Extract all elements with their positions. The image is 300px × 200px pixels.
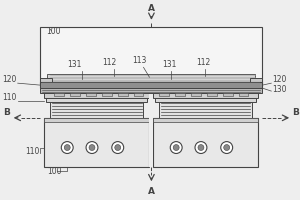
Bar bbox=[54, 93, 64, 96]
Circle shape bbox=[89, 145, 95, 151]
Bar bbox=[153, 118, 258, 167]
Text: 100: 100 bbox=[47, 167, 62, 176]
Bar bbox=[44, 118, 149, 167]
Bar bbox=[159, 93, 169, 96]
Text: B: B bbox=[292, 108, 299, 117]
Bar bbox=[40, 88, 262, 93]
Bar bbox=[175, 93, 185, 96]
Bar bbox=[118, 93, 128, 96]
Bar bbox=[191, 93, 201, 96]
Bar bbox=[102, 93, 112, 96]
Text: A: A bbox=[148, 4, 155, 13]
Bar bbox=[153, 93, 258, 98]
Circle shape bbox=[173, 145, 179, 151]
Bar bbox=[250, 78, 262, 92]
Text: 120: 120 bbox=[272, 75, 286, 84]
Text: 110: 110 bbox=[2, 93, 17, 102]
Bar bbox=[155, 98, 256, 102]
Circle shape bbox=[112, 142, 124, 153]
Circle shape bbox=[86, 142, 98, 153]
Circle shape bbox=[61, 142, 73, 153]
Bar bbox=[43, 29, 260, 82]
Bar bbox=[207, 93, 217, 96]
Bar bbox=[47, 74, 255, 82]
Bar bbox=[40, 78, 52, 92]
Bar bbox=[86, 93, 96, 96]
Text: 113: 113 bbox=[132, 56, 147, 65]
Bar bbox=[50, 102, 143, 118]
Text: 131: 131 bbox=[162, 60, 176, 69]
Bar bbox=[238, 93, 248, 96]
Bar bbox=[223, 93, 232, 96]
Circle shape bbox=[170, 142, 182, 153]
Text: 100: 100 bbox=[46, 27, 61, 36]
Bar bbox=[44, 93, 149, 98]
Bar bbox=[159, 102, 253, 118]
Bar bbox=[44, 118, 149, 122]
Circle shape bbox=[224, 145, 230, 151]
Bar bbox=[40, 27, 262, 84]
Circle shape bbox=[195, 142, 207, 153]
Bar bbox=[40, 82, 262, 88]
Text: 110: 110 bbox=[26, 147, 40, 156]
Text: B: B bbox=[3, 108, 10, 117]
Text: 130: 130 bbox=[272, 85, 287, 94]
Text: A: A bbox=[148, 187, 155, 196]
Text: 112: 112 bbox=[196, 58, 210, 67]
Circle shape bbox=[115, 145, 121, 151]
Circle shape bbox=[221, 142, 232, 153]
Text: 131: 131 bbox=[67, 60, 81, 69]
Bar bbox=[46, 98, 148, 102]
Bar bbox=[134, 93, 143, 96]
Bar bbox=[153, 118, 258, 122]
Text: 112: 112 bbox=[103, 58, 117, 67]
Bar bbox=[149, 93, 153, 167]
Bar bbox=[70, 93, 80, 96]
Text: 120: 120 bbox=[2, 75, 17, 84]
Circle shape bbox=[64, 145, 70, 151]
Circle shape bbox=[198, 145, 204, 151]
